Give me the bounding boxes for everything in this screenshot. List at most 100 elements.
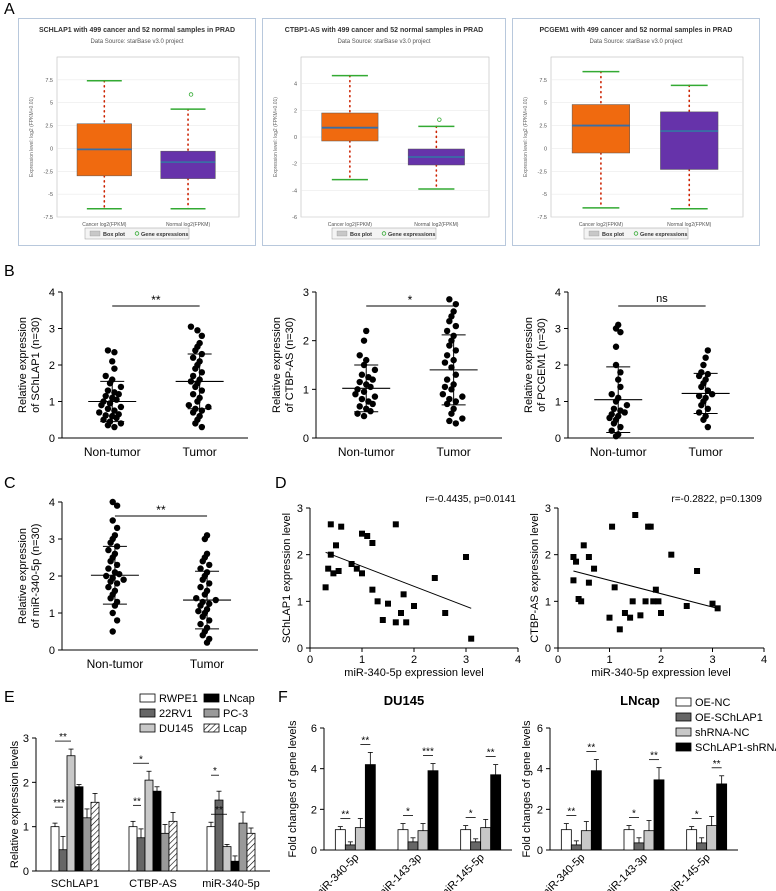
x-category-label: Tumor (190, 657, 224, 671)
legend-swatch-shrna-nc (675, 727, 692, 737)
legend-gene-expr-label: Gene expressions (640, 232, 687, 238)
data-point (611, 584, 618, 591)
boxplot-pcgem1: PCGEM1 with 499 cancer and 52 normal sam… (523, 27, 744, 240)
legend-swatch-lcap (203, 723, 220, 733)
significance-label: ** (151, 293, 161, 307)
data-point (704, 347, 712, 354)
data-point (578, 598, 585, 605)
legend-swatch-pc-3 (203, 708, 220, 718)
data-point (325, 565, 332, 572)
data-point (109, 628, 116, 635)
data-point (196, 339, 203, 347)
data-point (111, 349, 118, 356)
data-point (203, 550, 211, 557)
data-point (369, 586, 376, 593)
data-point (647, 523, 654, 530)
data-point (621, 610, 628, 616)
data-point (113, 561, 121, 569)
y-tick-label: 2 (303, 336, 309, 348)
correlation-ctbp-as-mir340: 0 1 2 3 0 1 2 3 4 CTBP-AS expression level miR-340… (529, 494, 767, 679)
data-point (364, 533, 371, 539)
y-axis-label: Expression level: log2 (FPKM+0.01) (273, 97, 279, 177)
data-point (442, 610, 449, 616)
legend-label-schlap1-shrna: SChLAP1-shRNA (695, 742, 776, 754)
bar-oe-schlap1 (407, 841, 419, 851)
data-point (197, 620, 204, 628)
bar-pc-3 (82, 817, 92, 872)
y-tick-label: 7.5 (539, 78, 547, 84)
plot-title: SCHLAP1 with 499 cancer and 52 normal sa… (39, 27, 235, 34)
y-axis-label: Relative expression levels (9, 740, 21, 868)
significance-label: ** (341, 810, 349, 821)
legend-gene-expr-marker (134, 231, 140, 236)
legend-boxplot-label: Box plot (350, 232, 372, 238)
data-point (642, 598, 649, 605)
y-axis-label: SChLAP1 expression level (281, 513, 293, 643)
y-tick-label: 0 (555, 433, 561, 445)
data-point (441, 359, 449, 366)
significance-label: ** (587, 743, 595, 754)
x-tick-label: 3 (463, 654, 469, 666)
data-point (365, 373, 372, 381)
y-tick-label: 1 (555, 397, 561, 409)
x-category-label: Tumor (437, 445, 471, 459)
legend-label-lncap: LNcap (223, 693, 255, 705)
box-normal (660, 84, 719, 210)
bar-schlap1-shrna (427, 770, 439, 851)
y-tick-label: 0 (297, 643, 303, 655)
legend-boxplot-swatch (89, 230, 101, 237)
bar-du145-fold-change: 0 2 4 6 Fold changes of gene levels miR-340-5… (287, 693, 512, 891)
legend-box (331, 227, 437, 240)
data-point (113, 598, 121, 606)
data-point (446, 342, 453, 349)
x-tick-label: 0 (307, 654, 313, 666)
data-point (683, 603, 690, 609)
legend-boxplot-swatch (588, 230, 600, 237)
y-tick-label: -5 (542, 192, 547, 198)
data-point (358, 395, 366, 403)
y-tick-label: 3 (555, 324, 561, 336)
x-category-label: miR-145-5p (438, 852, 487, 891)
bar-rwpe1 (50, 826, 60, 872)
data-point (196, 412, 203, 420)
y-tick-label: 3 (297, 503, 303, 515)
data-point (359, 530, 365, 537)
y-tick-label: 2 (297, 550, 303, 562)
y-tick-label: 0 (545, 643, 551, 655)
data-point (610, 405, 618, 412)
x-tick-label: 0 (555, 654, 561, 666)
data-point (352, 391, 359, 398)
data-point (698, 369, 705, 376)
x-category-label: SChLAP1 (51, 878, 99, 890)
y-tick-label: 6 (311, 723, 317, 735)
bar-du145 (144, 779, 154, 872)
bar-rwpe1 (128, 826, 138, 872)
y-tick-label: 1 (49, 397, 55, 409)
data-point (104, 347, 112, 354)
data-point (448, 337, 455, 344)
y-axis-label-line1: Relative expression (523, 317, 535, 413)
data-point (617, 407, 624, 414)
y-axis-label-line1: Relative expression (17, 528, 29, 624)
box-cancer (571, 70, 630, 209)
data-point (322, 584, 329, 591)
bar-oe-schlap1 (570, 844, 582, 851)
scatter-mir-340-5p-expression: 0 1 2 3 4 Relative expression of miR-340-5p (n… (17, 497, 258, 671)
x-category-label: Tumor (689, 445, 723, 459)
y-tick-label: -5 (48, 192, 53, 198)
box-cancer (321, 74, 379, 181)
bar-schlap1-shrna (653, 779, 665, 851)
y-tick-label: 0 (49, 433, 55, 445)
data-point (695, 392, 703, 400)
bar-lncap (230, 860, 240, 872)
significance-label: ** (133, 796, 141, 807)
x-category-label: Non-tumor (338, 445, 395, 459)
data-point (356, 403, 363, 410)
bar-oe-nc (686, 829, 698, 851)
box-body (660, 111, 719, 170)
x-tick-label: 1 (606, 654, 612, 666)
data-point (102, 412, 109, 419)
data-point (637, 612, 644, 619)
data-point (608, 411, 615, 418)
significance-label: * (406, 807, 410, 818)
